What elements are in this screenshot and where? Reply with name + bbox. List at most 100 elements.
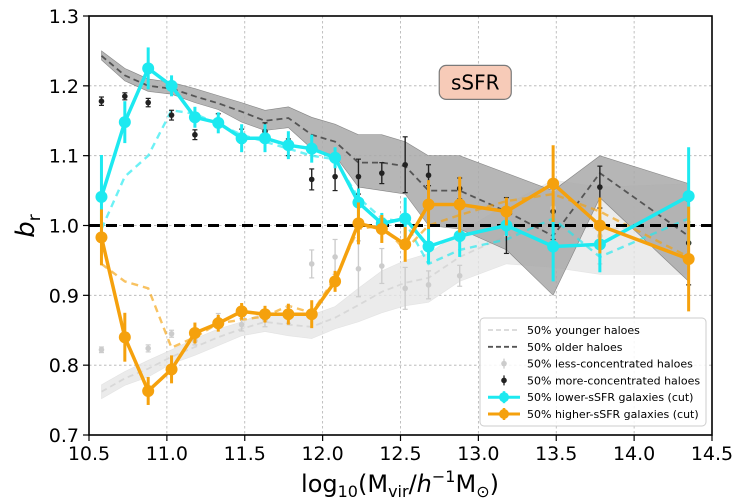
legend-swatch-dot xyxy=(499,392,509,403)
ssfr-point xyxy=(305,308,318,321)
ssfr-point xyxy=(118,331,131,344)
ssfr-point xyxy=(165,363,178,376)
y-axis-label: br xyxy=(11,214,45,238)
ssfr-point xyxy=(422,198,435,211)
legend-label: 50% higher-sSFR galaxies (cut) xyxy=(527,408,699,421)
x-tick-label: 11.0 xyxy=(146,443,188,465)
ssfr-point xyxy=(165,79,178,92)
ssfr-point xyxy=(118,116,131,129)
legend-label: 50% older haloes xyxy=(527,341,623,354)
ssfr-point xyxy=(235,305,248,318)
ssfr-point xyxy=(142,62,155,75)
ssfr-point xyxy=(399,238,412,251)
ssfr-dashed-line xyxy=(100,108,690,266)
ssfr-point xyxy=(547,240,560,253)
ssfr-line xyxy=(99,66,690,249)
x-label-vir: vir xyxy=(388,482,409,501)
ssfr-point xyxy=(352,217,365,230)
ssfr-point xyxy=(142,385,155,398)
ssfr-line xyxy=(99,181,690,393)
ssfr-point xyxy=(258,308,271,321)
legend-label: 50% more-concentrated haloes xyxy=(527,374,700,387)
x-label-sub10: 10 xyxy=(338,482,358,501)
ssfr-point xyxy=(453,229,466,242)
data-point xyxy=(145,345,151,352)
ticks: 10.5 11.0 11.5 12.0 12.5 13.0 13.5 14.0 14.5 0.7 0… xyxy=(49,6,733,465)
data-point xyxy=(355,265,362,272)
data-point xyxy=(332,173,338,180)
ssfr-point xyxy=(329,275,342,288)
ssfr-point xyxy=(682,253,695,266)
data-point xyxy=(168,112,175,118)
data-point xyxy=(145,99,151,106)
data-point xyxy=(379,263,385,269)
data-point xyxy=(425,172,432,179)
x-label-log: log xyxy=(301,470,338,498)
legend-label: 50% younger haloes xyxy=(527,324,640,337)
ssfr-point xyxy=(399,212,412,225)
data-point xyxy=(98,98,105,104)
x-axis-label: log10(Mvir/h−1M⊙) xyxy=(301,467,499,501)
annotation-text: sSFR xyxy=(451,70,500,94)
x-tick-label: 12.0 xyxy=(301,443,343,465)
data-point xyxy=(192,131,198,138)
ssfr-point xyxy=(547,177,560,190)
data-point xyxy=(332,254,338,260)
data-point xyxy=(425,282,432,288)
x-label-sup: −1 xyxy=(432,467,456,486)
data-point xyxy=(238,321,245,328)
y-tick-label: 1.1 xyxy=(49,146,79,168)
ssfr-point xyxy=(422,240,435,253)
annotation-box xyxy=(438,64,512,100)
ssfr-point xyxy=(188,111,201,124)
y-tick-label: 1.0 xyxy=(49,216,79,238)
y-tick-label: 0.7 xyxy=(49,425,79,447)
legend: 50% younger haloes 50% older haloes 50% le… xyxy=(479,317,707,427)
y-label-sub: r xyxy=(25,214,45,221)
x-tick-label: 14.0 xyxy=(613,443,655,465)
ssfr-point xyxy=(258,132,271,145)
x-tick-label: 12.5 xyxy=(379,443,421,465)
ssfr-point xyxy=(682,190,695,203)
y-tick-label: 0.9 xyxy=(49,285,79,307)
data-point xyxy=(379,170,385,176)
data-point xyxy=(308,261,315,267)
ssfr-point xyxy=(329,151,342,164)
x-label-h: h xyxy=(417,470,432,498)
ssfr-point xyxy=(375,222,388,235)
ssfr-point xyxy=(453,198,466,211)
data-point xyxy=(456,272,463,279)
data-point xyxy=(355,173,362,180)
legend-swatch-dot xyxy=(499,409,509,419)
legend-swatch-dot xyxy=(501,360,507,367)
ssfr-point xyxy=(282,139,295,152)
ssfr-point xyxy=(95,231,108,244)
x-tick-label: 13.0 xyxy=(457,443,499,465)
ssfr-point xyxy=(235,132,248,145)
y-tick-label: 1.2 xyxy=(49,76,79,98)
legend-box xyxy=(479,317,707,427)
data-point xyxy=(168,330,175,337)
data-point xyxy=(402,285,408,292)
ssfr-point xyxy=(593,219,606,232)
plot-layer xyxy=(89,47,712,405)
data-point xyxy=(597,184,603,190)
x-tick-label: 14.5 xyxy=(691,443,733,465)
data-point xyxy=(308,176,315,183)
y-tick-label: 1.3 xyxy=(49,6,79,28)
x-label-open: (M xyxy=(358,470,388,498)
legend-swatch-dot xyxy=(501,377,507,384)
ssfr-point xyxy=(212,116,225,129)
ssfr-point xyxy=(305,142,318,155)
x-tick-label: 10.5 xyxy=(68,443,110,465)
legend-label: 50% lower-sSFR galaxies (cut) xyxy=(527,391,693,404)
x-label-close: ) xyxy=(490,470,499,498)
x-tick-label: 13.5 xyxy=(535,443,577,465)
x-label-slash: / xyxy=(409,470,418,498)
ssfr-point xyxy=(500,205,513,218)
ssfr-point xyxy=(212,317,225,330)
data-point xyxy=(122,93,128,100)
legend-label: 50% less-concentrated haloes xyxy=(527,358,693,371)
ssfr-point xyxy=(282,308,295,321)
